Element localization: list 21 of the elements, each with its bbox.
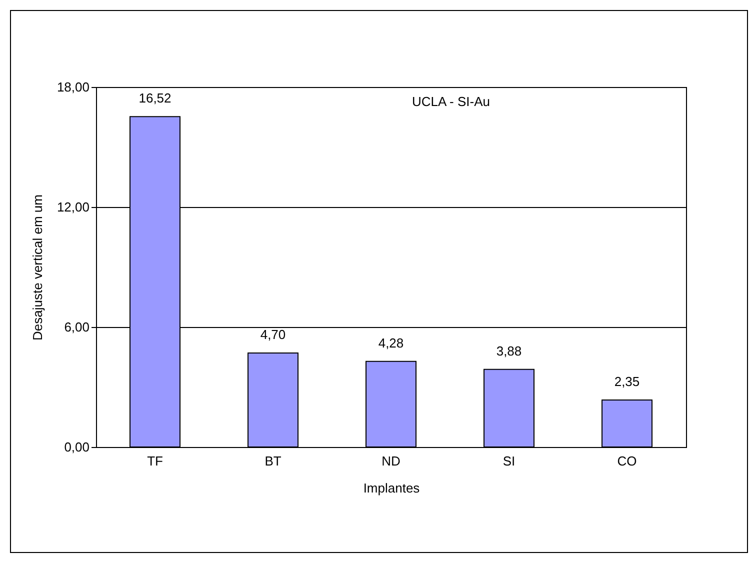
y-axis-title: Desajuste vertical em um [30,194,45,340]
data-label: 4,28 [378,335,404,350]
y-tick-label: 6,00 [64,320,90,334]
x-tick-label: BT [264,454,282,468]
x-tick-label: ND [382,454,400,468]
data-label: 16,52 [138,90,172,106]
y-tick-label: 18,00 [56,80,90,94]
data-label: 4,70 [260,327,286,342]
x-tick-label: CO [617,454,637,468]
bar [366,360,416,448]
data-label: 2,35 [614,374,640,389]
bar [248,352,298,448]
x-axis-title: Implantes [363,480,420,496]
data-label: 3,88 [496,343,522,358]
x-tick-label: SI [502,454,516,468]
y-tick-label: 12,00 [56,200,90,214]
y-tick-label: 0,00 [64,440,90,454]
x-tick-label: TF [147,454,163,468]
bar [484,368,534,448]
text: UCLA - SI-Au [412,94,490,109]
bar [602,400,652,448]
